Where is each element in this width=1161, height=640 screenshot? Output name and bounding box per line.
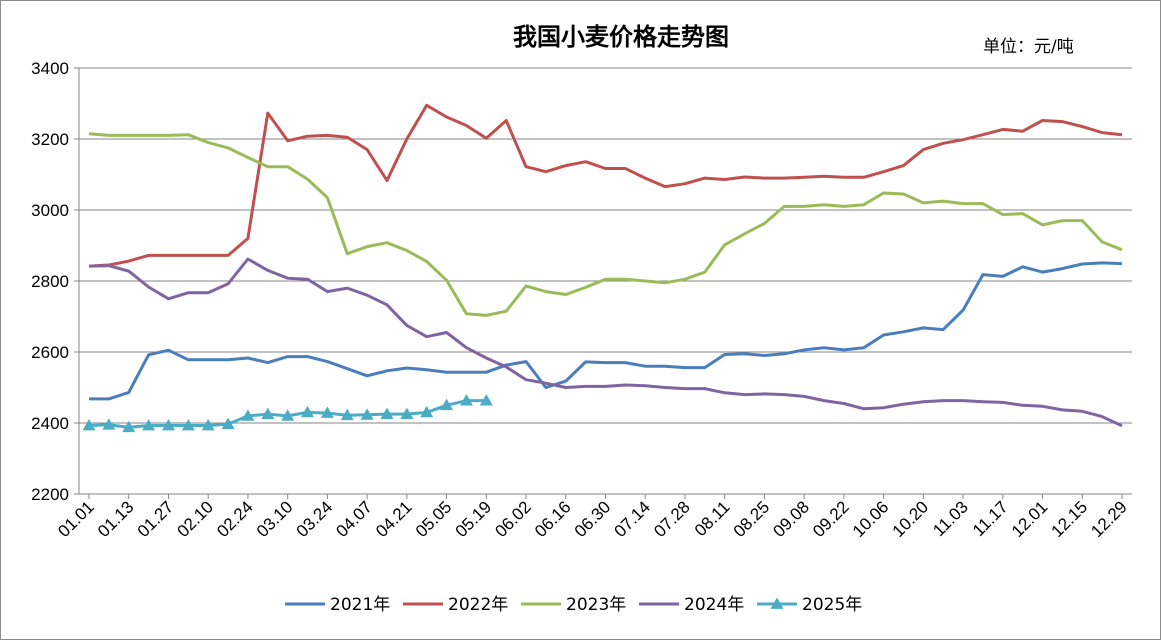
x-tick-label: 09.08 xyxy=(769,497,813,541)
series-line xyxy=(89,261,1123,401)
legend-item: 2024年 xyxy=(639,595,744,615)
y-tick-label: 2400 xyxy=(31,414,69,433)
x-tick-label: 10.06 xyxy=(849,497,893,541)
data-point xyxy=(102,418,116,430)
x-tick-label: 11.17 xyxy=(969,497,1012,540)
data-point xyxy=(380,407,394,419)
series-1 xyxy=(89,261,1123,401)
x-tick-label: 03.24 xyxy=(293,497,337,541)
legend-label: 2025年 xyxy=(802,595,862,615)
x-tick-label: 08.11 xyxy=(691,497,734,540)
data-point xyxy=(261,407,275,419)
x-tick-label: 07.28 xyxy=(650,497,694,541)
x-tick-label: 11.03 xyxy=(929,497,972,540)
series-lines xyxy=(82,103,1123,433)
data-point xyxy=(241,409,255,421)
legend-label: 2023年 xyxy=(566,595,626,615)
legend-marker xyxy=(770,597,784,609)
series-line xyxy=(88,257,1123,428)
x-tick-label: 03.10 xyxy=(253,497,297,541)
data-point xyxy=(459,394,473,406)
data-point xyxy=(360,408,374,420)
x-tick-label: 01.13 xyxy=(94,497,138,541)
data-point xyxy=(320,406,334,418)
series-2 xyxy=(88,103,1123,268)
data-point xyxy=(82,418,96,431)
x-tick-label: 01.27 xyxy=(134,497,178,541)
y-axis-ticks: 2200 2400 2600 2800 3000 3200 3400 xyxy=(31,59,69,504)
y-tick-label: 3200 xyxy=(31,130,69,149)
x-tick-label: 06.02 xyxy=(491,497,535,541)
x-tick-label: 12.15 xyxy=(1048,497,1092,541)
data-point xyxy=(122,420,136,433)
data-point xyxy=(181,418,195,431)
data-point xyxy=(301,405,315,418)
y-tick-label: 3000 xyxy=(31,201,69,220)
axes xyxy=(74,67,1132,499)
x-tick-label: 06.30 xyxy=(571,497,615,541)
x-tick-label: 02.24 xyxy=(213,497,257,541)
x-tick-label: 05.19 xyxy=(452,497,496,541)
data-point xyxy=(201,418,215,431)
legend-label: 2022年 xyxy=(448,595,508,615)
legend: 2021年 2022年 2023年 2024年 2025年 xyxy=(285,595,862,615)
data-point xyxy=(420,405,434,418)
x-tick-label: 12.29 xyxy=(1087,497,1131,541)
series-5 xyxy=(82,394,493,433)
x-tick-label: 12.01 xyxy=(1008,497,1052,541)
legend-label: 2021年 xyxy=(330,595,390,615)
y-tick-label: 2600 xyxy=(31,343,69,362)
data-point xyxy=(281,409,295,421)
y-tick-label: 2200 xyxy=(31,485,69,504)
legend-item: 2021年 xyxy=(285,595,390,615)
legend-item: 2025年 xyxy=(757,595,862,615)
legend-label: 2024年 xyxy=(684,595,744,615)
x-tick-label: 04.07 xyxy=(332,497,376,541)
unit-label: 单位：元/吨 xyxy=(983,37,1074,57)
series-3 xyxy=(88,132,1123,317)
x-tick-label: 02.10 xyxy=(174,497,218,541)
y-tick-label: 2800 xyxy=(31,272,69,291)
x-axis-ticks: 01.0101.1301.2702.1002.2403.1003.2404.07… xyxy=(54,497,1131,541)
data-point xyxy=(440,398,454,411)
legend-item: 2023年 xyxy=(521,595,626,615)
series-4 xyxy=(88,257,1123,428)
data-point xyxy=(161,418,175,431)
chart-title: 我国小麦价格走势图 xyxy=(513,23,729,51)
data-point xyxy=(221,417,235,429)
x-tick-label: 08.25 xyxy=(730,497,774,541)
series-line xyxy=(88,103,1123,268)
data-point xyxy=(479,394,493,406)
x-tick-label: 09.22 xyxy=(809,497,853,541)
x-tick-label: 06.16 xyxy=(531,497,575,541)
x-tick-label: 07.14 xyxy=(611,497,655,541)
data-point xyxy=(142,418,156,431)
x-tick-label: 05.05 xyxy=(412,497,456,541)
x-tick-label: 10.20 xyxy=(889,497,933,541)
y-tick-label: 3400 xyxy=(31,59,69,78)
x-tick-label: 04.21 xyxy=(372,497,416,541)
gridlines xyxy=(79,67,1132,424)
data-point xyxy=(400,407,414,419)
legend-item: 2022年 xyxy=(403,595,508,615)
series-line xyxy=(88,132,1123,317)
data-point xyxy=(340,408,354,421)
